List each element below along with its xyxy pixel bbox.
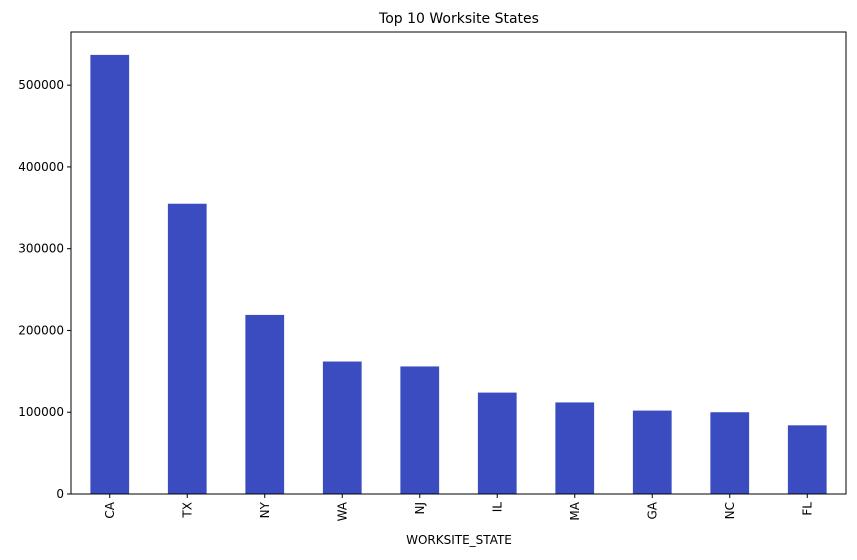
y-tick-label: 100000 [18,405,64,419]
x-axis-label: WORKSITE_STATE [406,533,512,547]
y-tick-label: 0 [56,487,64,501]
x-tick-label-nc: NC [723,502,737,519]
bars-layer [90,54,827,495]
chart-title: Top 10 Worksite States [378,11,539,27]
x-tick-label-il: IL [490,502,504,513]
bar-tx [167,203,207,494]
bar-ny [245,314,285,494]
y-axis: 0 100000 200000 300000 400000 500000 [18,78,71,501]
y-tick-label: 300000 [18,242,64,256]
x-tick-label-nj: NJ [413,502,427,515]
y-tick-label: 400000 [18,160,64,174]
bar-il [477,392,517,494]
bar-ca [90,54,130,495]
y-tick-label: 200000 [18,323,64,337]
x-tick-label-ga: GA [645,501,659,519]
x-axis: CA TX NY WA NJ IL MA GA NC FL [103,494,814,521]
x-tick-label-ma: MA [568,501,582,520]
bar-ma [555,402,595,494]
x-tick-label-wa: WA [335,501,349,521]
bar-wa [322,361,362,494]
bar-ga [632,410,672,494]
y-tick-label: 500000 [18,78,64,92]
bar-nj [400,366,440,494]
x-tick-label-ca: CA [103,501,117,518]
x-tick-label-fl: FL [800,502,814,516]
bar-fl [787,425,827,494]
bar-nc [710,412,750,494]
x-tick-label-tx: TX [180,502,194,519]
x-tick-label-ny: NY [258,501,272,518]
plot-frame [70,31,847,495]
